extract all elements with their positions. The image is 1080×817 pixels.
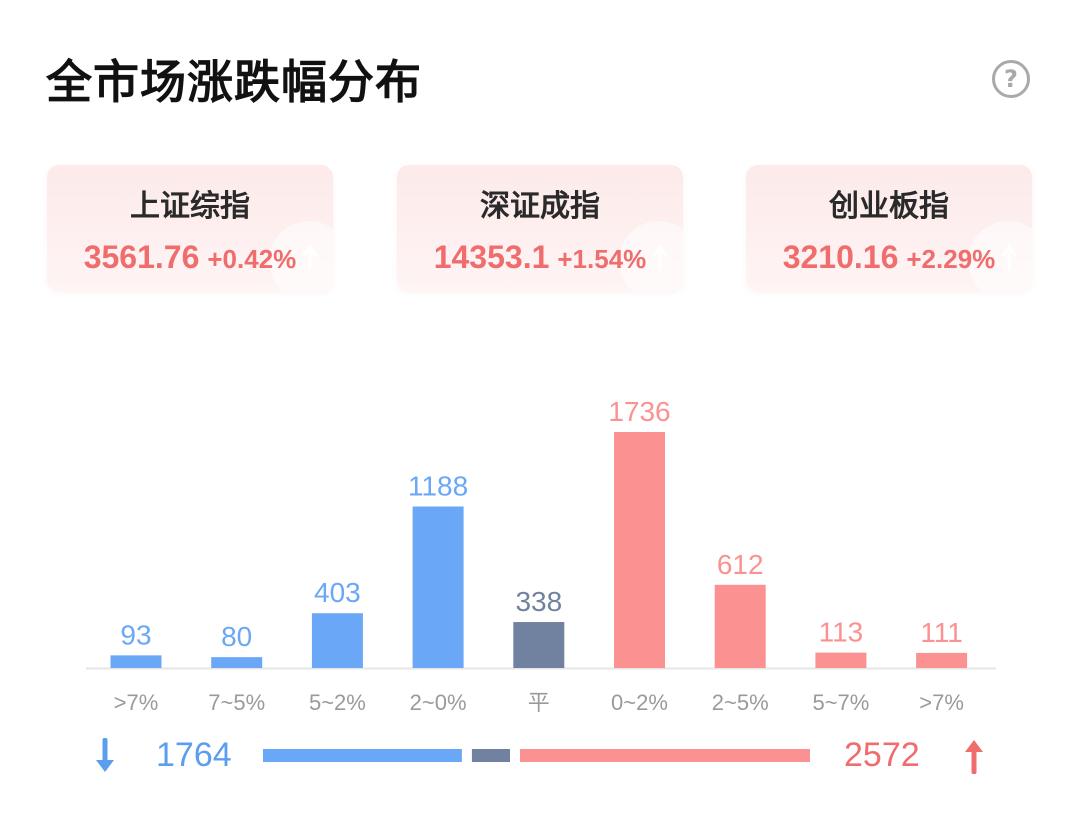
- index-name: 上证综指: [130, 189, 250, 224]
- help-icon[interactable]: ?: [992, 60, 1030, 98]
- index-change: +2.29%: [906, 244, 996, 274]
- x-tick-label: 2~0%: [410, 690, 467, 715]
- x-tick-label: >7%: [919, 690, 964, 715]
- index-quote: 14353.1 +1.54%: [397, 237, 683, 284]
- index-quote: 3210.16 +2.29%: [746, 237, 1032, 284]
- data-label: 93: [120, 619, 151, 650]
- index-value: 3561.76: [83, 239, 200, 275]
- x-tick-label: 0~2%: [611, 690, 668, 715]
- arrow-down-icon: [96, 738, 114, 772]
- index-value: 3210.16: [782, 239, 899, 275]
- index-change: +0.42%: [207, 244, 297, 274]
- x-tick-label: >7%: [114, 690, 159, 715]
- index-quote: 3561.76 +0.42%: [47, 237, 333, 284]
- index-change: +1.54%: [557, 244, 647, 274]
- card-decoration: [968, 221, 1032, 291]
- bar: [815, 652, 867, 668]
- data-label: 1188: [408, 470, 468, 501]
- ratio-bar-flat: [471, 749, 511, 762]
- x-tick-label: 5~7%: [812, 690, 869, 715]
- bar: [916, 652, 968, 668]
- index-card-chinext[interactable]: 创业板指 3210.16 +2.29%: [746, 165, 1032, 291]
- index-value: 14353.1: [433, 239, 550, 275]
- x-tick-label: 7~5%: [208, 690, 265, 715]
- ratio-bar-up: [520, 749, 810, 762]
- index-name: 深证成指: [480, 189, 600, 224]
- card-decoration: [619, 221, 683, 291]
- data-label: 1736: [608, 396, 670, 427]
- up-arrow-icon: [302, 244, 318, 271]
- down-count: 1764: [156, 736, 232, 774]
- data-label: 80: [221, 621, 252, 652]
- bar: [714, 584, 766, 668]
- bar: [513, 622, 565, 668]
- bar: [311, 613, 363, 668]
- x-tick-label: 平: [528, 690, 550, 715]
- data-label: 338: [515, 586, 562, 617]
- data-label: 111: [920, 617, 963, 648]
- data-label: 403: [314, 577, 361, 608]
- card-decoration: [269, 221, 333, 291]
- bar: [614, 432, 665, 668]
- up-count: 2572: [844, 736, 920, 774]
- index-card-shanghai[interactable]: 上证综指 3561.76 +0.42%: [47, 165, 333, 291]
- x-tick-label: 2~5%: [712, 690, 769, 715]
- ratio-bar-down: [263, 749, 462, 762]
- index-card-shenzhen[interactable]: 深证成指 14353.1 +1.54%: [397, 165, 683, 291]
- up-arrow-icon: [1001, 244, 1017, 271]
- x-tick-label: 5~2%: [309, 690, 366, 715]
- arrow-up-icon: [965, 740, 983, 774]
- up-arrow-icon: [652, 244, 668, 271]
- data-label: 612: [717, 549, 764, 580]
- index-name: 创业板指: [829, 189, 949, 224]
- bar: [412, 506, 464, 668]
- page-title: 全市场涨跌幅分布: [46, 55, 422, 109]
- bar: [211, 657, 263, 668]
- bar: [110, 655, 162, 668]
- data-label: 113: [819, 617, 864, 648]
